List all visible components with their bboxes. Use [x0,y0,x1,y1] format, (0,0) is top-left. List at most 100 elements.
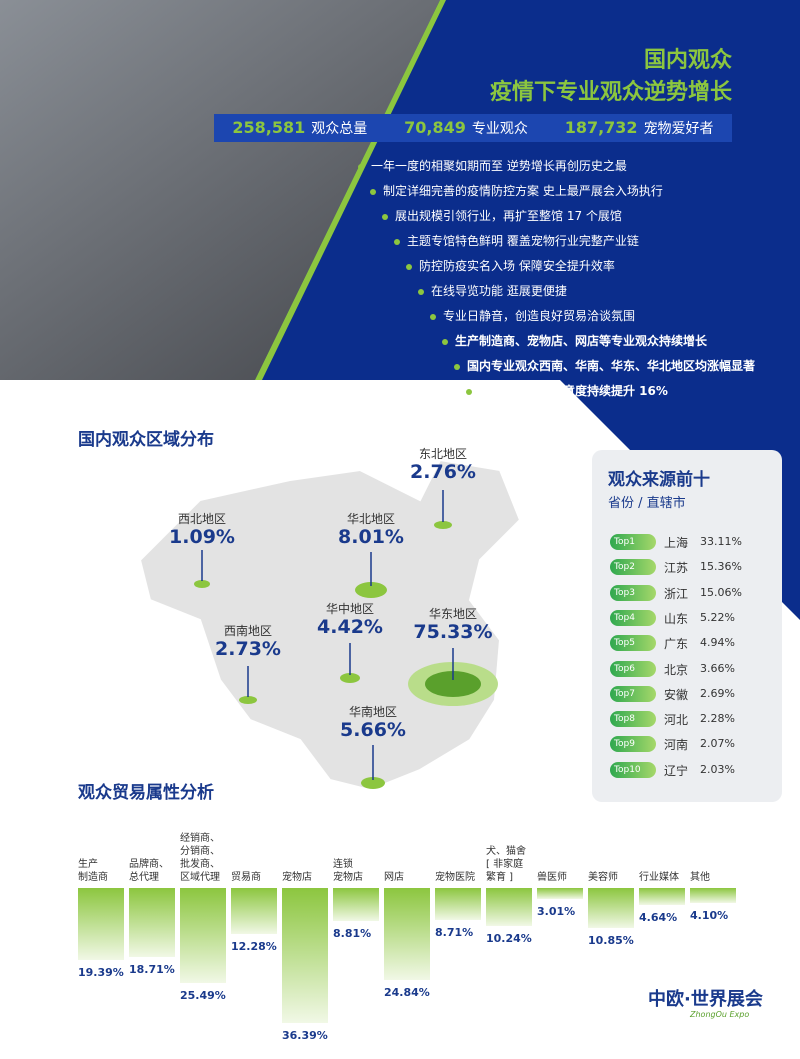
rank: Top10 [610,761,656,778]
rank: Top1 [610,534,656,550]
rank: Top6 [610,660,656,677]
province: 上海 [664,536,689,550]
bullet: 在线导览功能 逛展更便捷 [418,282,567,299]
province: 河南 [664,738,689,753]
bar [537,888,583,900]
top10-row: Top7 安徽 2.69% [610,685,735,706]
rank: Top9 [610,736,656,753]
rank: Top4 [610,609,656,626]
region-name: 华中地区 [325,602,374,616]
top10-row: Top3 浙江 15.06% [610,584,742,605]
region-name: 西南地区 [223,624,272,638]
region-value: 75.33% [413,621,493,643]
share: 15.36% [700,560,742,574]
chart-title: 观众贸易属性分析 [78,783,214,803]
province: 浙江 [664,586,689,601]
rank: Top7 [610,685,656,702]
category-label: 生产 制造商 [78,859,108,883]
category-label: 网店 [384,872,404,883]
value-label: 18.71% [129,963,175,977]
stat-label: 宠物爱好者 [643,121,714,137]
value-label: 4.64% [639,911,678,925]
pointers [201,490,454,780]
top10-row: Top1 上海 33.11% [610,534,742,554]
bar [435,888,481,921]
region-value: 1.09% [169,526,235,548]
stats: 258,581 观众总量 70,849 专业观众 187,732 宠物爱好者 [214,114,732,142]
value-label: 24.84% [384,986,430,1000]
rank: Top5 [610,635,656,652]
top10-row: Top4 山东 5.22% [610,609,735,630]
category-label: 兽医师 [537,872,567,883]
value-label: 19.39% [78,965,124,979]
value-label: 10.24% [486,931,532,945]
top10-title: 观众来源前十 [608,470,710,490]
category-label: 行业媒体 [639,872,679,883]
region-value: 2.73% [215,638,281,660]
value-label: 4.10% [690,909,729,923]
value-label: 8.71% [435,926,474,940]
share: 15.06% [700,585,742,599]
province: 辽宁 [664,763,689,778]
bullet: 展出规模引领行业，再扩至整馆 17 个展馆 [382,207,622,224]
top10-row: Top10 辽宁 2.03% [610,761,735,782]
province: 山东 [664,611,689,626]
province: 广东 [664,637,689,652]
province: 河北 [664,713,689,728]
stat-value: 258,581 [232,118,306,137]
category-label: 品牌商、 总代理 [129,859,169,883]
category-label: 其他 [690,872,710,883]
green-stripe [255,0,446,380]
share: 3.66% [700,661,735,675]
region-value: 4.42% [317,616,383,638]
bullet: 制定详细完善的疫情防控方案 史上最严展会入场执行 [370,182,663,199]
category-label: 美容师 [588,872,618,883]
category-label: 连锁 宠物店 [333,859,363,883]
region-name: 华东地区 [428,607,477,621]
value-label: 8.81% [333,926,372,940]
value-label: 12.28% [231,939,277,953]
stat-label: 专业观众 [471,121,528,137]
bullet: 主题专馆特色鲜明 覆盖宠物行业完整产业链 [394,232,639,249]
province: 安徽 [664,687,689,702]
bar [486,888,532,926]
province: 北京 [664,662,689,677]
map [138,458,522,792]
title: 国内观众 [643,48,732,73]
rank: Top2 [610,559,656,576]
top10-row: Top8 河北 2.28% [610,711,735,731]
share: 2.03% [700,762,735,776]
bullet: 一年一度的相聚如期而至 逆势增长再创历史之最 [358,157,627,174]
bar [282,888,328,1023]
region-value: 5.66% [340,719,406,741]
region-value: 2.76% [410,461,476,483]
bar [129,888,175,958]
region-name: 华北地区 [346,512,395,526]
bullet: 防控防疫实名入场 保障安全提升效率 [406,257,615,274]
value-label: 10.85% [588,934,634,948]
bullet: 专业观众参观满意度持续提升 16% [466,382,668,399]
category-label: 贸易商 [231,872,261,883]
bar [588,888,634,929]
top10-row: Top9 河南 2.07% [610,736,735,756]
stat: 258,581 观众总量 [232,118,367,138]
share: 2.69% [700,686,735,700]
share: 4.94% [700,636,735,650]
region-name: 东北地区 [418,447,467,461]
logo: 中欧·世界展会 [648,989,763,1010]
value-label: 25.49% [180,988,226,1002]
share: 33.11% [700,535,742,548]
logo-sub: ZhongOu Expo [690,1010,750,1019]
bullet: 国内专业观众西南、华南、华东、华北地区均涨幅显著 [454,357,755,374]
region-name: 华南地区 [348,705,397,719]
category-label: 宠物店 [282,872,312,883]
stat-label: 观众总量 [311,121,368,137]
category-label: 经销商、 分销商、 批发商、 区域代理 [180,833,220,883]
bullet: 专业日静音，创造良好贸易洽谈氛围 [430,307,635,324]
rank: Top3 [610,584,656,601]
stat: 187,732 宠物爱好者 [565,118,714,138]
stat: 70,849 专业观众 [404,118,528,138]
share: 5.22% [700,610,735,624]
bar [384,888,430,981]
